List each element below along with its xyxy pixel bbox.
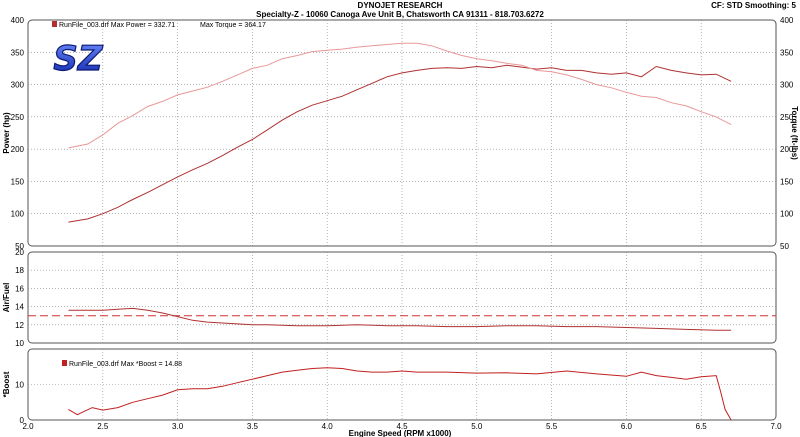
y-tick-label: 14	[15, 303, 24, 312]
legend-entry-torque: Max Torque = 364.17	[200, 22, 266, 29]
y-tick-label-right: 50	[780, 242, 789, 251]
y-tick-label-right: 100	[780, 210, 794, 219]
y-tick-label: 400	[11, 16, 25, 25]
y-tick-label: 350	[11, 48, 25, 57]
sz-logo: SZ	[53, 38, 105, 78]
x-tick-label: 6.5	[696, 422, 708, 431]
y-axis-label-right: Torque (ft-lbs)	[790, 106, 799, 160]
afr-series-line	[68, 307, 732, 331]
x-tick-label: 3.0	[172, 422, 184, 431]
y-tick-label: 150	[11, 177, 25, 186]
y-tick-label: 100	[11, 210, 25, 219]
y-tick-label: 12	[15, 321, 24, 330]
torque-series-line	[68, 42, 732, 149]
x-tick-label: 4.0	[322, 422, 334, 431]
y-tick-label: 10	[15, 339, 24, 348]
y-tick-label-right: 150	[780, 177, 794, 186]
x-tick-label: 2.5	[97, 422, 109, 431]
y-tick-label: 10	[15, 381, 24, 390]
y-tick-label: 20	[15, 248, 24, 257]
chart-title: DYNOJET RESEARCH	[357, 1, 443, 10]
y-axis-label: Air/Fuel	[2, 283, 11, 313]
x-tick-label: 5.5	[546, 422, 558, 431]
x-tick-label: 7.0	[770, 422, 782, 431]
y-tick-label: 200	[11, 145, 25, 154]
y-tick-label: 300	[11, 81, 25, 90]
settings-readout: CF: STD Smoothing: 5	[711, 1, 796, 10]
y-tick-label-right: 250	[780, 113, 794, 122]
y-axis-label: *Boost	[2, 371, 11, 397]
power-series-line	[68, 64, 732, 223]
y-tick-label-right: 350	[780, 48, 794, 57]
x-axis-label: Engine Speed (RPM x1000)	[349, 429, 452, 437]
legend-marker	[52, 21, 57, 27]
legend-marker	[62, 360, 67, 366]
legend-entry-boost: RunFile_003.drf Max *Boost = 14.88	[69, 361, 182, 368]
y-tick-label: 16	[15, 284, 24, 293]
x-tick-label: 5.0	[471, 422, 483, 431]
x-tick-label: 2.0	[22, 422, 34, 431]
x-tick-label: 6.0	[621, 422, 633, 431]
chart-subtitle: Specialty-Z - 10060 Canoga Ave Unit B, C…	[256, 10, 544, 19]
x-tick-label: 4.5	[396, 422, 408, 431]
boost-series-line	[68, 367, 732, 421]
x-tick-label: 3.5	[247, 422, 259, 431]
logo-text: SZ	[53, 39, 103, 78]
y-tick-label-right: 200	[780, 145, 794, 154]
y-tick-label: 50	[15, 242, 24, 251]
y-tick-label-right: 300	[780, 81, 794, 90]
legend-entry-power: RunFile_003.drf Max Power = 332.71	[59, 22, 175, 29]
y-axis-label: Power (hp)	[2, 112, 11, 154]
y-tick-label: 250	[11, 113, 25, 122]
y-tick-label: 0	[20, 416, 25, 425]
y-tick-label-right: 400	[780, 16, 794, 25]
y-tick-label: 18	[15, 266, 24, 275]
